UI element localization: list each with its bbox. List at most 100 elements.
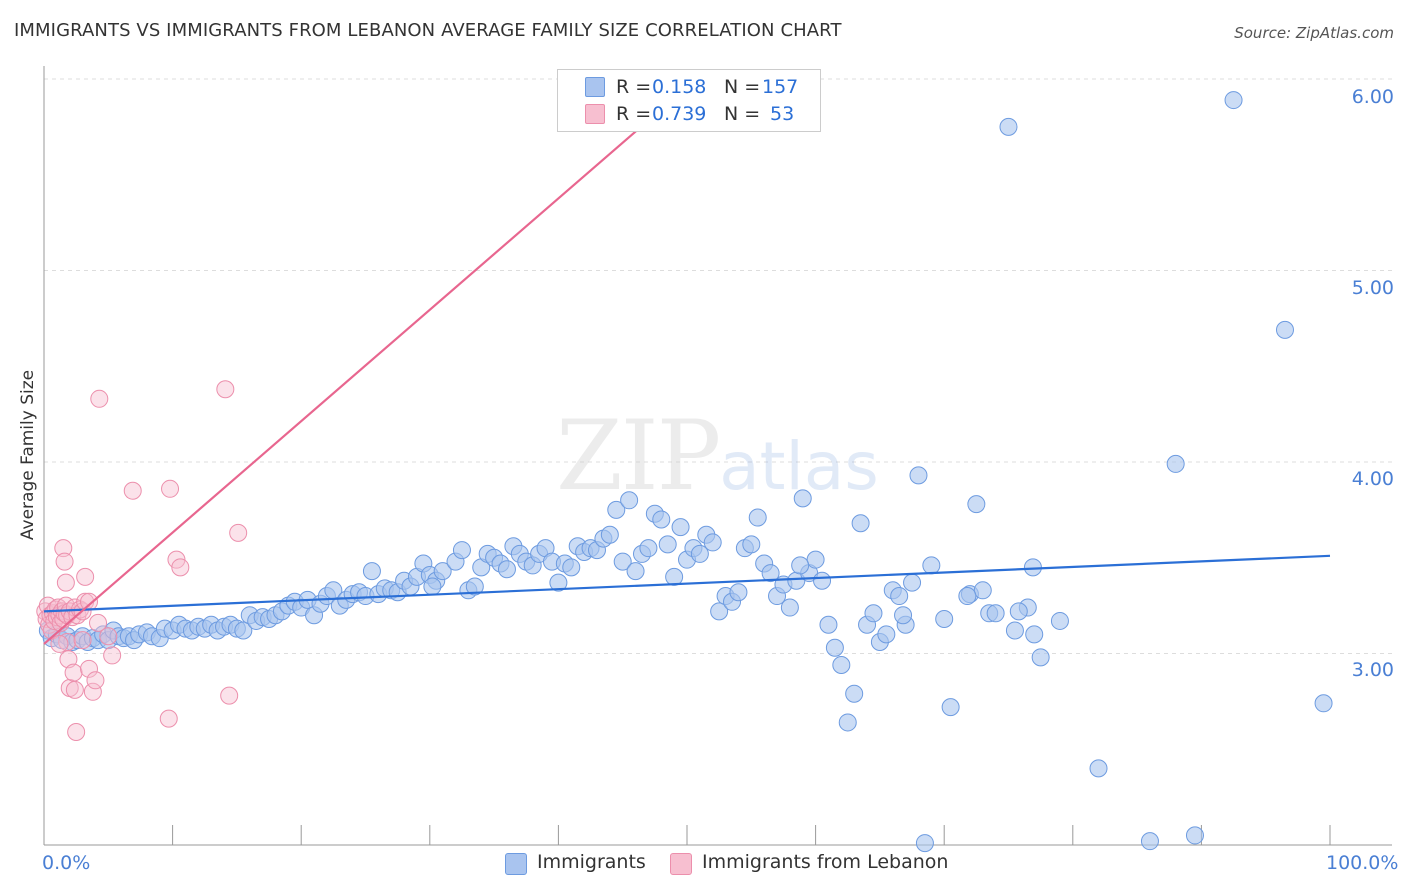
watermark: ZIPatlas bbox=[556, 400, 879, 512]
immigrants-point bbox=[986, 604, 1005, 623]
immigrants-point bbox=[864, 604, 883, 623]
immigrants-point bbox=[465, 577, 484, 596]
lebanon-point bbox=[86, 671, 105, 690]
immigrants-point bbox=[793, 489, 812, 508]
immigrants-point bbox=[1025, 625, 1044, 644]
immigrants-point bbox=[909, 466, 928, 485]
immigrants-point bbox=[1005, 621, 1024, 640]
lebanon-point bbox=[83, 682, 102, 701]
legend-row-immigrants: R = 0.158 N = 157 bbox=[558, 74, 820, 100]
immigrants-point bbox=[915, 834, 934, 853]
immigrants-point bbox=[780, 598, 799, 617]
immigrants-point bbox=[729, 583, 748, 602]
stats-legend: R = 0.158 N = 157 R = 0.739 N = 53 bbox=[557, 69, 821, 132]
lebanon-point bbox=[50, 634, 69, 653]
immigrants-point bbox=[671, 518, 690, 537]
immigrants-point bbox=[620, 491, 639, 510]
lebanon-point bbox=[229, 523, 248, 542]
lebanon-point bbox=[56, 573, 75, 592]
immigrants-point bbox=[423, 577, 442, 596]
immigrants-point bbox=[894, 606, 913, 625]
immigrants-point bbox=[941, 698, 960, 717]
y-tick-label: 4.00 bbox=[1351, 468, 1394, 490]
immigrants-point bbox=[761, 564, 780, 583]
trend-lines bbox=[43, 97, 1331, 645]
immigrants-point bbox=[1314, 694, 1333, 713]
legend-swatch-lebanon bbox=[585, 104, 605, 124]
immigrants-point bbox=[825, 638, 844, 657]
lebanon-point bbox=[89, 613, 108, 632]
immigrants-point bbox=[922, 556, 941, 575]
immigrants-point bbox=[1275, 320, 1294, 339]
lebanon-point bbox=[171, 558, 190, 577]
immigrants-point bbox=[626, 562, 645, 581]
immigrants-point bbox=[497, 560, 516, 579]
lebanon-point bbox=[73, 631, 92, 650]
immigrants-point bbox=[433, 562, 452, 581]
lebanon-point bbox=[103, 646, 122, 665]
immigrants-point bbox=[1166, 454, 1185, 473]
lebanon-point bbox=[99, 627, 118, 646]
x-tick-label-max: 100.0% bbox=[1326, 852, 1399, 874]
bottom-legend-label-lebanon: Immigrants from Lebanon bbox=[702, 851, 949, 873]
legend-row-lebanon: R = 0.739 N = 53 bbox=[558, 101, 820, 127]
y-tick-label: 3.00 bbox=[1351, 659, 1394, 681]
immigrants-point bbox=[600, 525, 619, 544]
immigrants-point bbox=[652, 510, 671, 529]
immigrants-point bbox=[999, 117, 1018, 136]
lebanon-point bbox=[90, 389, 109, 408]
immigrants-point bbox=[973, 581, 992, 600]
immigrants-point bbox=[1009, 602, 1028, 621]
lebanon-points bbox=[36, 380, 248, 742]
immigrants-point bbox=[1050, 611, 1069, 630]
lebanon-point bbox=[54, 539, 73, 558]
legend-n-label: N = bbox=[724, 76, 761, 98]
immigrants-point bbox=[1089, 759, 1108, 778]
immigrants-point bbox=[362, 562, 381, 581]
lebanon-point bbox=[123, 481, 142, 500]
legend-n-value: 53 bbox=[770, 103, 795, 125]
immigrants-point bbox=[549, 573, 568, 592]
immigrants-point bbox=[806, 550, 825, 569]
immigrants-point bbox=[903, 573, 922, 592]
gridlines bbox=[44, 78, 1392, 654]
lebanon-trend-line bbox=[43, 97, 675, 645]
immigrants-trend-line bbox=[43, 554, 1331, 613]
lebanon-point bbox=[55, 552, 74, 571]
legend-swatch-immigrants bbox=[585, 77, 605, 97]
immigrants-point bbox=[851, 514, 870, 533]
lebanon-point bbox=[159, 709, 178, 728]
immigrants-point bbox=[1185, 826, 1204, 845]
lebanon-point bbox=[220, 686, 239, 705]
immigrants-point bbox=[832, 655, 851, 674]
y-axis-label: Average Family Size bbox=[18, 369, 38, 541]
bottom-legend-swatch-lebanon bbox=[670, 853, 692, 875]
immigrants-point bbox=[690, 544, 709, 563]
immigrants-point bbox=[877, 625, 896, 644]
y-tick-label: 5.00 bbox=[1351, 277, 1394, 299]
bottom-legend-swatch-immigrants bbox=[505, 853, 527, 875]
lebanon-point bbox=[67, 723, 86, 742]
immigrants-point bbox=[562, 558, 581, 577]
immigrants-point bbox=[1031, 648, 1050, 667]
immigrants-point bbox=[710, 602, 729, 621]
immigrants-point bbox=[665, 567, 684, 586]
legend-r-value: 0.158 bbox=[652, 76, 707, 98]
immigrants-point bbox=[639, 539, 658, 558]
immigrants-point bbox=[452, 541, 471, 560]
immigrants-point bbox=[935, 610, 954, 629]
immigrants-point bbox=[791, 556, 810, 575]
immigrants-point bbox=[967, 495, 986, 514]
source-label: Source: ZipAtlas.com bbox=[1234, 24, 1394, 42]
y-tick-label: 6.00 bbox=[1351, 86, 1394, 108]
lebanon-point bbox=[80, 659, 99, 678]
immigrants-point bbox=[703, 533, 722, 552]
legend-r-label: R = bbox=[616, 103, 652, 125]
immigrants-point bbox=[748, 508, 767, 527]
immigrants-point bbox=[607, 500, 626, 519]
immigrants-point bbox=[819, 615, 838, 634]
immigrants-point bbox=[1140, 832, 1159, 851]
immigrants-point bbox=[658, 535, 677, 554]
immigrants-point bbox=[838, 713, 857, 732]
